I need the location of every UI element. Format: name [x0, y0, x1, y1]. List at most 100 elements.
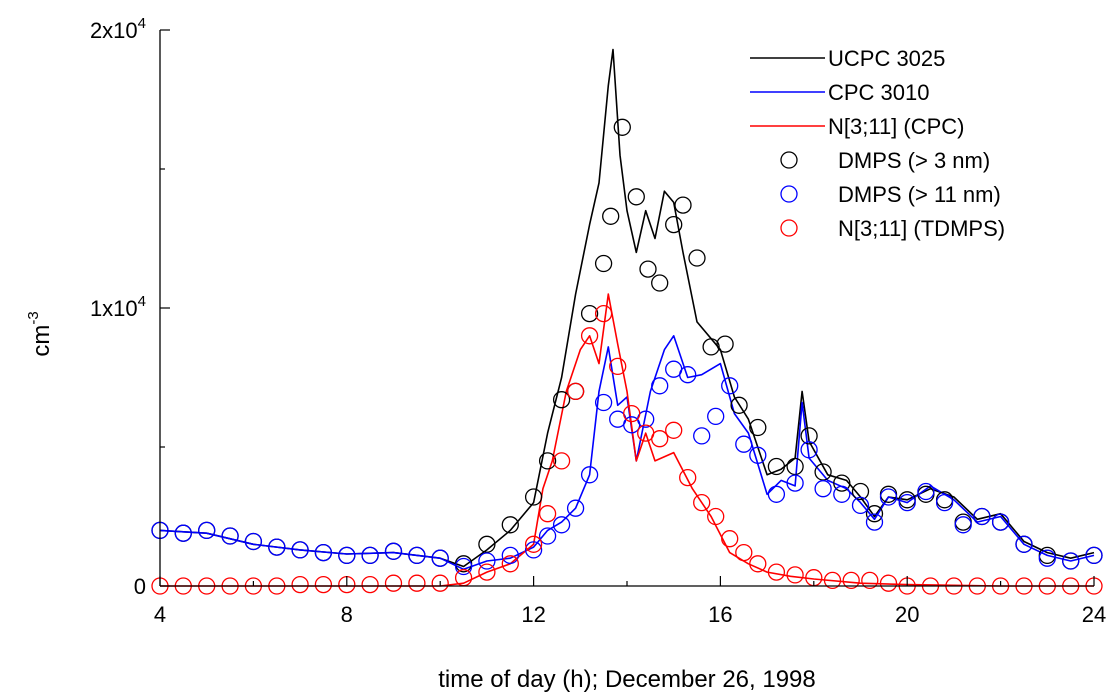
- series-4-marker: [478, 535, 496, 553]
- series-4-marker: [716, 335, 734, 353]
- series-6-marker: [749, 555, 767, 573]
- series-5-marker: [767, 485, 786, 503]
- series-5-marker: [865, 513, 884, 531]
- series-6-marker: [879, 574, 898, 592]
- x-tick-label: 4: [154, 602, 166, 627]
- series-4-marker: [524, 488, 543, 506]
- series-5-marker: [291, 541, 309, 559]
- series-4-marker: [538, 452, 557, 470]
- series-6-marker: [786, 566, 804, 584]
- series-5-marker: [384, 542, 403, 560]
- series-4-marker: [786, 457, 804, 476]
- series-5-marker: [851, 496, 870, 515]
- x-axis-label: time of day (h); December 26, 1998: [438, 666, 816, 693]
- y-tick-label-exponent: 4: [138, 293, 146, 310]
- series-5-marker: [917, 482, 935, 501]
- series-5-marker: [707, 407, 725, 426]
- y-axis-label: cm-3: [25, 311, 55, 356]
- axes: [159, 29, 1095, 587]
- series-5-marker: [954, 516, 972, 534]
- legend-marker-symbol: [780, 219, 798, 237]
- series-5-marker: [244, 532, 263, 551]
- series-2-line: [159, 334, 1095, 571]
- series-5-marker: [361, 546, 379, 565]
- series-5-marker: [408, 546, 426, 565]
- series-5-marker: [268, 538, 286, 556]
- legend-label: DMPS (> 11 nm): [838, 182, 1001, 207]
- x-tick-label: 8: [341, 602, 353, 627]
- series-4-marker: [730, 396, 748, 414]
- y-tick-label-base: 2x10: [90, 18, 138, 43]
- series-5-marker: [1062, 552, 1080, 570]
- x-tick-label: 24: [1082, 602, 1106, 627]
- series-6-marker: [314, 575, 333, 594]
- legend-marker-symbol: [780, 151, 798, 169]
- series-4-marker: [639, 260, 657, 278]
- series-5-marker: [973, 507, 991, 526]
- series-6-marker: [721, 530, 739, 548]
- series-5-marker: [991, 513, 1010, 531]
- y-tick-label-exponent: 4: [138, 15, 146, 32]
- series-5-marker: [879, 488, 898, 506]
- series-5-marker: [431, 549, 449, 567]
- series-5-marker: [314, 543, 333, 562]
- series-6-marker: [693, 493, 711, 512]
- legend-label: CPC 3010: [828, 80, 930, 105]
- series-4-marker: [602, 207, 620, 225]
- series-4-marker: [627, 188, 645, 206]
- series-6-marker: [623, 404, 641, 423]
- series-6-marker: [478, 563, 496, 581]
- y-axis-label-exponent: -3: [25, 311, 42, 324]
- legend-label: DMPS (> 3 nm): [838, 148, 990, 173]
- series-4-marker: [580, 304, 599, 323]
- series-6-marker: [566, 382, 585, 401]
- series-6-marker: [580, 327, 599, 345]
- series-5-marker: [198, 521, 216, 540]
- series-5-marker: [566, 499, 585, 517]
- legend-marker-symbol: [780, 185, 798, 203]
- series-4-marker: [814, 463, 832, 481]
- series-5-marker: [454, 557, 473, 576]
- legend: UCPC 3025 CPC 3010 N[3;11] (CPC) DMPS (> 3 …: [750, 46, 1005, 241]
- series-4-marker: [613, 118, 631, 136]
- x-tick-label: 12: [521, 602, 545, 627]
- y-tick-label: 2x104: [90, 15, 146, 43]
- series-5-marker: [174, 524, 192, 542]
- series-5-marker: [898, 493, 916, 512]
- series-4-marker: [702, 338, 720, 356]
- series-6-marker: [594, 304, 613, 323]
- y-tick-label-base: 1x10: [90, 296, 138, 321]
- series-4-marker: [594, 254, 613, 273]
- series-5-marker: [693, 427, 711, 445]
- series-6-marker: [408, 574, 426, 592]
- series-6-marker: [842, 571, 860, 590]
- series-5-marker: [538, 527, 557, 545]
- series-4-marker: [501, 516, 519, 534]
- series-5-marker: [580, 466, 599, 484]
- series-6-marker: [431, 574, 449, 592]
- legend-label: N[3;11] (CPC): [828, 114, 965, 139]
- series-5-marker: [552, 516, 571, 534]
- series-5-marker: [735, 435, 753, 453]
- series-6-marker: [501, 555, 519, 573]
- series-4-marker: [674, 196, 692, 214]
- series-4-marker: [851, 482, 870, 501]
- series-4-marker: [651, 274, 669, 292]
- series-6-marker: [735, 543, 753, 562]
- series-6-marker: [361, 575, 379, 594]
- series-5-marker: [786, 474, 804, 492]
- series-6-marker: [861, 571, 879, 590]
- series-4-marker: [552, 391, 571, 409]
- series-4-marker: [865, 505, 884, 523]
- series-5-marker: [1038, 549, 1056, 567]
- series-5-marker: [338, 546, 356, 565]
- series-6-marker: [651, 430, 669, 448]
- series-5-marker: [935, 493, 954, 512]
- series-6-marker: [538, 505, 557, 523]
- y-tick-label: 0: [134, 574, 146, 599]
- series-6-marker: [665, 421, 683, 439]
- series-5-marker: [1085, 546, 1103, 565]
- series-6-marker: [707, 507, 725, 526]
- series-5-marker: [721, 377, 739, 395]
